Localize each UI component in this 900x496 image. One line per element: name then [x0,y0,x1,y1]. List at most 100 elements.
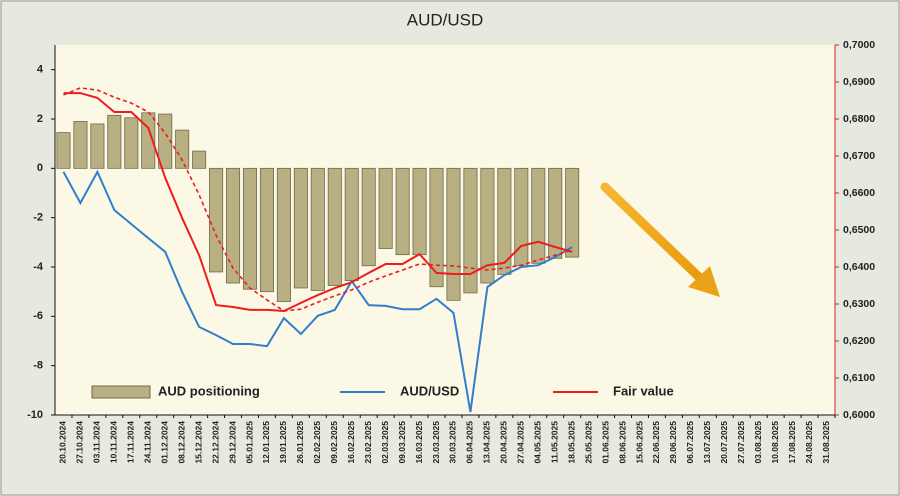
x-tick-label: 09.02.2025 [329,421,339,464]
x-tick-label: 20.04.2025 [499,421,509,464]
x-tick-label: 27.04.2025 [516,421,526,464]
legend-label: AUD positioning [158,383,260,398]
x-tick-label: 22.12.2024 [210,421,220,464]
arrow-head [688,266,720,297]
trend-arrow [600,182,720,297]
y-tick-label: 0 [37,162,43,174]
x-tick-label: 12.01.2025 [261,421,271,464]
y2-tick-label: 0,6300 [843,298,875,310]
y2-tick-label: 0,6400 [843,261,875,273]
bar [242,167,258,290]
x-tick-label: 20.10.2024 [58,421,68,464]
bar [395,167,410,256]
x-tick-label: 15.12.2024 [193,421,203,464]
x-tick-label: 04.05.2025 [533,421,543,464]
bar [276,167,291,302]
legend-label: Fair value [613,383,674,398]
x-tick-label: 01.12.2024 [159,421,169,464]
x-tick-label: 11.05.2025 [549,421,559,463]
line [63,92,573,313]
x-tick-label: 06.04.2025 [465,421,475,464]
bar [158,113,173,169]
x-tick-label: 25.05.2025 [583,421,593,464]
bar [226,167,241,284]
x-tick-label: 03.11.2024 [92,421,102,463]
y2-tick-label: 0,6100 [843,372,875,384]
x-tick-label: 10.11.2024 [109,421,119,463]
x-tick-label: 29.06.2025 [668,421,678,464]
x-tick-label: 30.03.2025 [448,421,458,464]
x-tick-label: 27.07.2025 [736,421,746,464]
bar [361,167,376,267]
bar [73,121,88,169]
x-tick-label: 02.03.2025 [380,421,390,464]
y-tick-label: 4 [37,64,44,76]
x-tick-label: 08.12.2024 [176,421,186,464]
x-tick-label: 31.08.2025 [821,421,831,464]
arrow-shaft [600,182,705,283]
bar [259,167,274,293]
x-tick-label: 06.07.2025 [685,421,695,464]
bar [446,167,461,301]
y-tick-label: 2 [37,113,43,125]
bar [310,167,325,291]
x-tick-label: 22.06.2025 [651,421,661,464]
bar [56,132,71,169]
bar [429,167,444,288]
x-tick-label: 09.03.2025 [397,421,407,464]
y-tick-label: -8 [33,360,43,372]
x-tick-label: 23.02.2025 [363,421,373,464]
y2-tick-label: 0,7000 [843,39,875,51]
x-tick-label: 24.11.2024 [143,421,153,463]
y2-tick-label: 0,6600 [843,187,875,199]
x-tick-label: 19.01.2025 [278,421,288,464]
bar [412,167,427,256]
x-tick-label: 10.08.2025 [770,421,780,464]
bar [293,167,308,289]
bar [344,167,359,281]
y2-tick-label: 0,6500 [843,224,875,236]
bar [192,150,207,169]
x-tick-label: 01.06.2025 [600,421,610,464]
x-tick-label: 18.05.2025 [566,421,576,464]
x-tick-label: 23.03.2025 [431,421,441,464]
bar [124,117,139,169]
line [62,169,573,413]
x-tick-label: 16.02.2025 [346,421,356,464]
x-tick-label: 17.08.2025 [787,421,797,464]
bar [90,123,105,169]
y2-tick-label: 0,6700 [843,150,875,162]
x-tick-label: 08.06.2025 [617,421,627,464]
x-tick-label: 17.11.2024 [126,421,136,463]
x-tick-label: 13.07.2025 [702,421,712,464]
y-tick-label: -2 [33,212,43,224]
bar [480,167,495,284]
x-tick-label: 05.01.2025 [244,421,254,464]
y2-tick-label: 0,6200 [843,335,875,347]
x-tick-label: 15.06.2025 [634,421,644,464]
plot-area [55,45,835,415]
bar [463,167,478,294]
bar [531,167,546,264]
bar [327,167,342,286]
chart-title: AUD/USD [407,10,484,29]
y-tick-label: -6 [33,310,43,322]
bar [107,114,122,169]
y2-tick-label: 0,6800 [843,113,875,125]
x-tick-label: 20.07.2025 [719,421,729,464]
x-tick-label: 03.08.2025 [753,421,763,464]
y2-tick-label: 0,6000 [843,409,875,421]
legend-label: AUD/USD [400,383,459,398]
bar [378,167,393,249]
y-tick-label: -4 [33,261,44,273]
x-tick-label: 26.01.2025 [295,421,305,464]
x-tick-label: 13.04.2025 [482,421,492,464]
y-tick-label: -10 [27,409,43,421]
x-tick-label: 27.10.2024 [75,421,85,464]
bar [548,167,563,259]
bar [209,167,224,273]
line [63,87,573,312]
x-tick-label: 16.03.2025 [414,421,424,464]
